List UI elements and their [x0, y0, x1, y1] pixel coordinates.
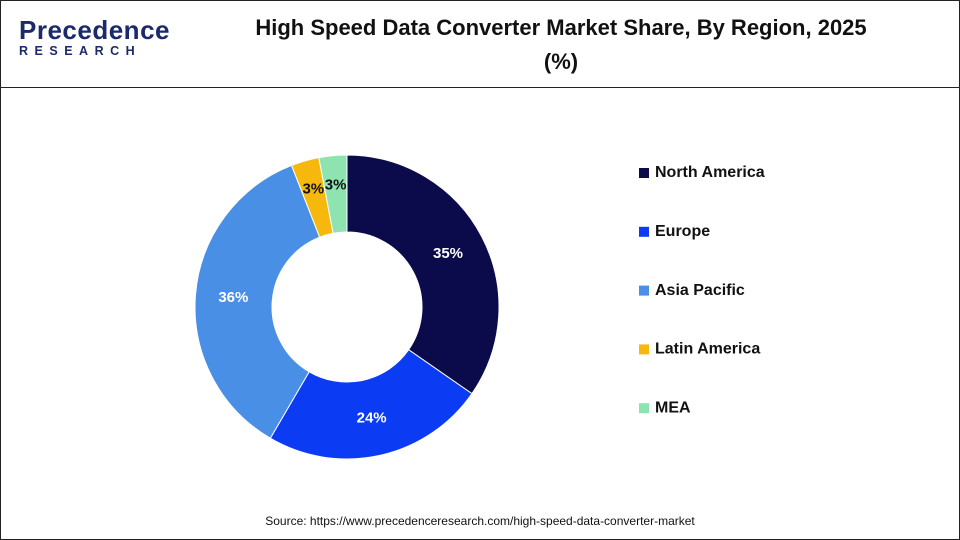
data-label: 3%	[325, 176, 347, 193]
legend-label: North America	[655, 164, 765, 181]
legend-swatch	[639, 285, 649, 296]
logo-name: Precedence	[19, 15, 170, 45]
data-label: 24%	[357, 409, 387, 426]
data-label: 3%	[302, 181, 324, 198]
donut-slice	[346, 154, 500, 395]
legend-swatch	[639, 403, 649, 414]
legend-swatch	[639, 226, 649, 237]
header: Precedence RESEARCH High Speed Data Conv…	[1, 1, 959, 88]
data-label: 35%	[433, 245, 463, 262]
donut-slice	[194, 164, 321, 439]
source: Source: https://www.precedenceresearch.c…	[265, 514, 695, 528]
legend-swatch	[639, 168, 649, 178]
donut-slice	[269, 349, 473, 460]
legend-label: MEA	[655, 399, 691, 416]
data-label: 36%	[218, 289, 248, 306]
logo: Precedence RESEARCH	[19, 15, 170, 58]
logo-tagline: RESEARCH	[19, 44, 142, 58]
legend-label: Europe	[655, 223, 710, 240]
legend-label: Latin America	[655, 341, 760, 358]
legend-label: Asia Pacific	[655, 282, 745, 299]
legend-swatch	[639, 344, 649, 355]
chart-title: High Speed Data Converter Market Share, …	[255, 15, 867, 74]
donut-slice	[318, 154, 348, 234]
